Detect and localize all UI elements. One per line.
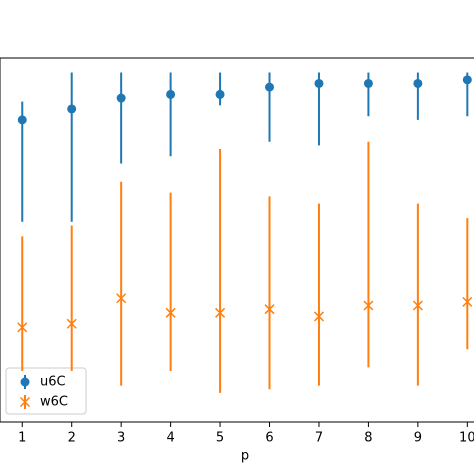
marker [363, 78, 373, 88]
x-tick-label: 10 [459, 431, 474, 446]
marker [265, 82, 275, 92]
marker [264, 304, 275, 315]
x-tick-label: 3 [117, 431, 125, 446]
plot-frame [0, 57, 474, 423]
marker [215, 307, 226, 318]
marker [412, 300, 423, 311]
marker [116, 293, 127, 304]
x-tick-label: 8 [364, 431, 372, 446]
legend-marker [19, 396, 31, 408]
x-tick-label: 1 [18, 431, 26, 446]
marker [66, 318, 77, 329]
marker [116, 93, 126, 103]
legend-label: w6C [40, 395, 68, 410]
x-tick-label: 7 [315, 431, 323, 446]
marker [17, 322, 28, 333]
marker [363, 300, 374, 311]
marker [413, 78, 423, 88]
marker [462, 75, 472, 85]
marker [165, 307, 176, 318]
marker [215, 89, 225, 99]
x-tick-label: 2 [68, 431, 76, 446]
legend-marker [20, 377, 30, 387]
marker [314, 78, 324, 88]
legend-label: u6C [40, 375, 66, 390]
marker [67, 104, 77, 114]
marker [313, 311, 325, 322]
marker [462, 296, 473, 307]
marker [166, 89, 176, 99]
marker [17, 115, 27, 125]
x-tick-label: 6 [265, 431, 273, 446]
x-axis-label: p [241, 449, 249, 464]
x-tick-label: 4 [166, 431, 174, 446]
x-tick-label: 5 [216, 431, 224, 446]
x-tick-label: 9 [414, 431, 422, 446]
